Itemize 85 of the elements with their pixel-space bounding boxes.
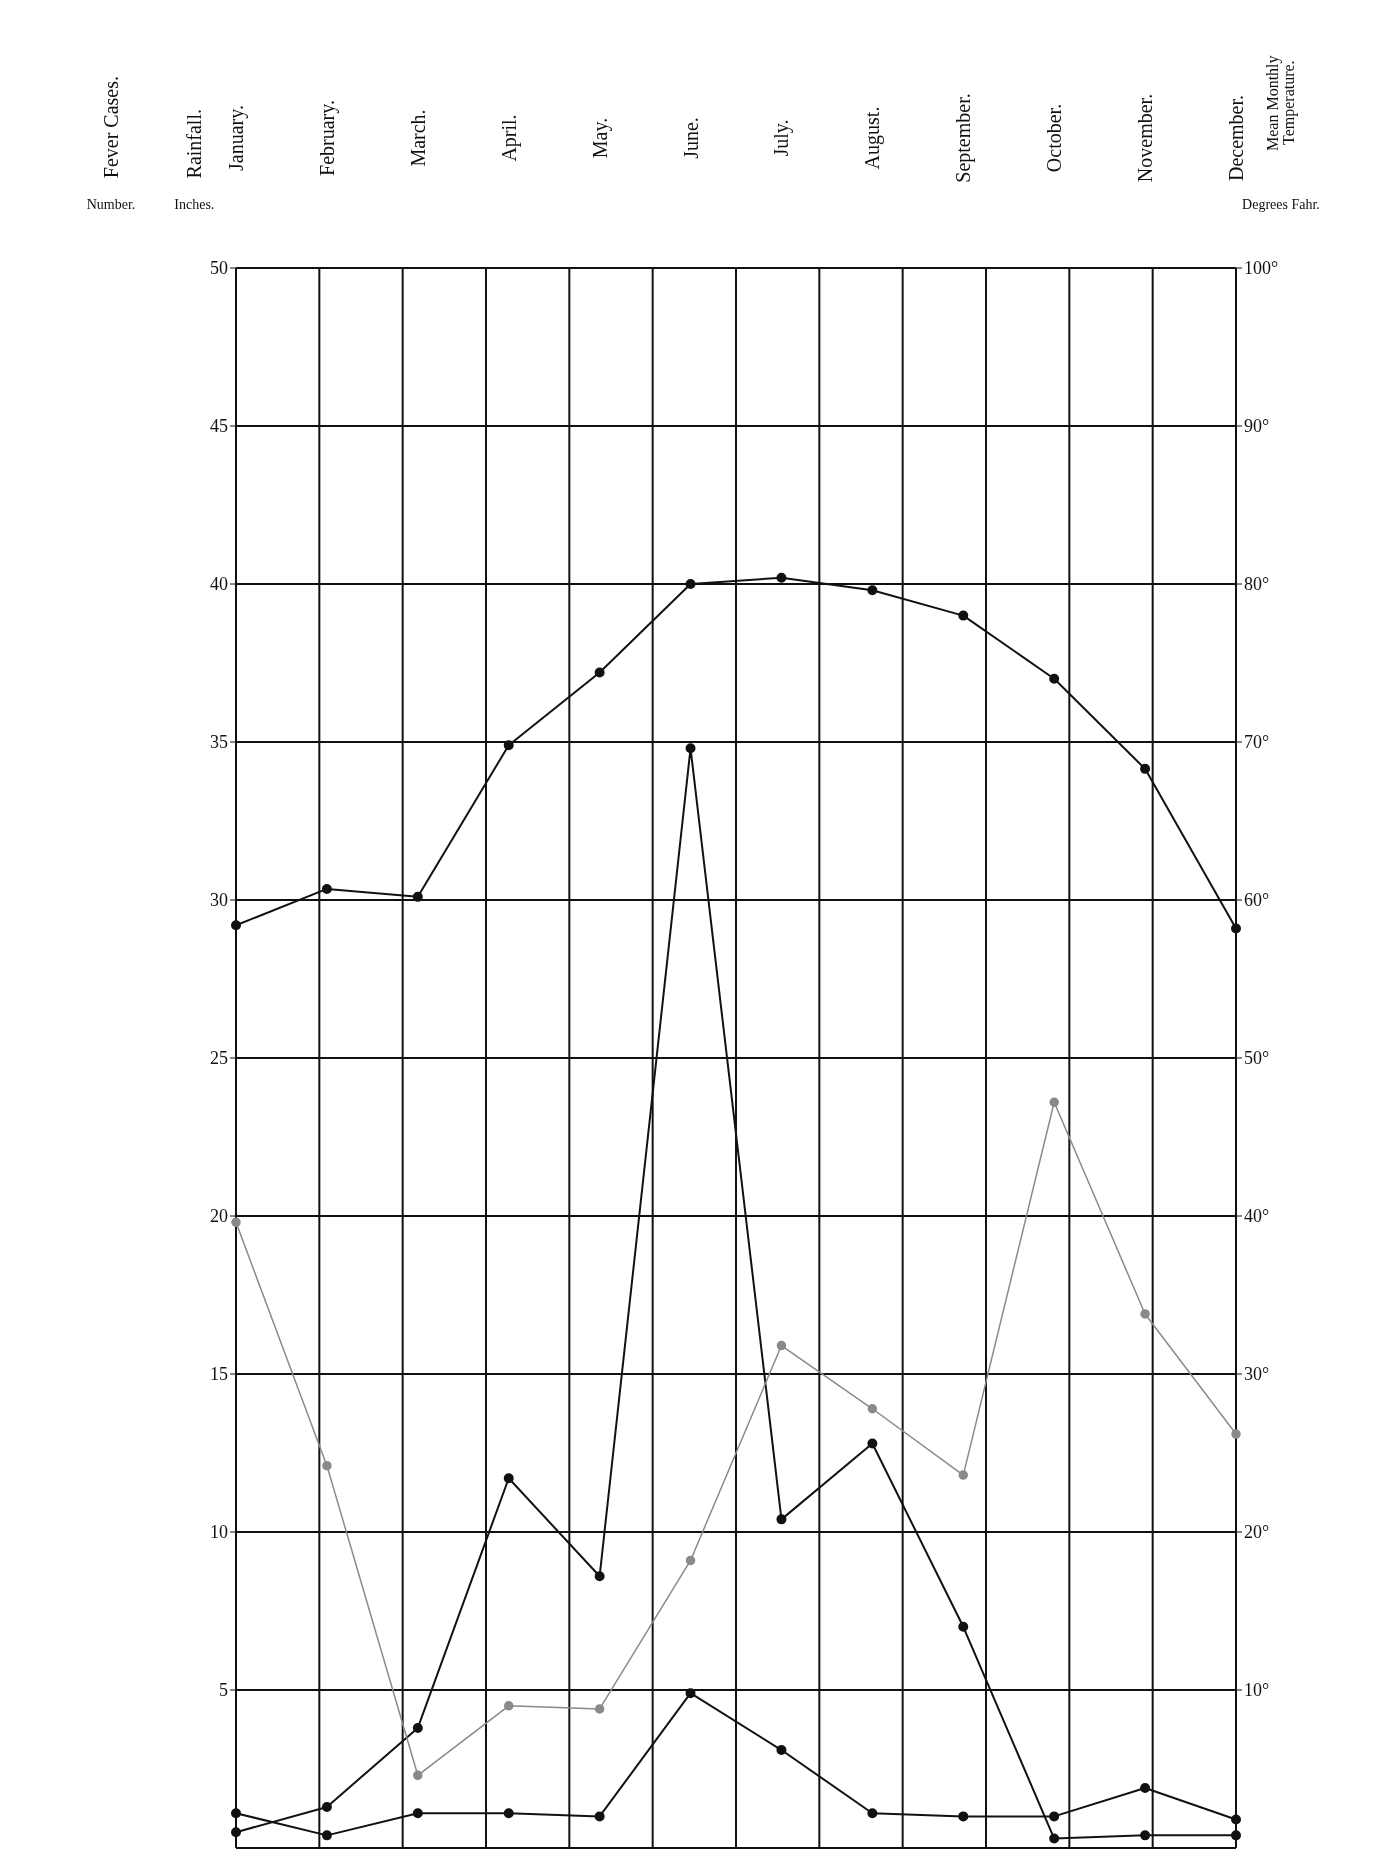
y2-tick-label: 40° (1244, 1206, 1270, 1227)
point (1231, 1830, 1241, 1841)
y2-tick-label: 50° (1244, 1048, 1270, 1069)
y2-tick-label: 90° (1244, 416, 1270, 437)
y-tick-label: 5 (219, 1680, 228, 1701)
point (231, 920, 241, 931)
y-tick-label: 40 (210, 574, 228, 595)
point (594, 667, 605, 678)
point (412, 1722, 423, 1733)
point (685, 579, 696, 589)
x-tick-label: April. (497, 114, 521, 162)
text: Inches. (173, 197, 216, 212)
x-tick-label: January. (225, 105, 248, 171)
y2-tick-label: 10° (1244, 1680, 1270, 1701)
point (321, 1830, 332, 1841)
point (321, 883, 332, 894)
point (1049, 673, 1060, 684)
text: Mean Monthly Temperature. (1264, 54, 1297, 153)
x-tick-label: July. (770, 119, 794, 157)
y-tick-label: 30 (210, 890, 228, 911)
x-tick-label: March. (406, 109, 429, 167)
point (685, 1555, 696, 1566)
point (1140, 763, 1151, 774)
x-tick-label: June. (679, 117, 702, 159)
y2-tick-label: 60° (1244, 890, 1270, 911)
point (867, 1438, 878, 1449)
point (412, 1808, 423, 1819)
point (231, 1808, 241, 1819)
x-tick-label: August. (861, 106, 885, 170)
x-tick-label: December. (1225, 94, 1247, 182)
point (1140, 1830, 1151, 1841)
point (413, 1770, 423, 1781)
point (503, 1701, 514, 1711)
point (958, 1811, 969, 1822)
point (685, 743, 696, 754)
point (594, 1571, 605, 1582)
point (776, 1745, 787, 1756)
x-tick-label: May. (588, 117, 612, 159)
y2-tick-label: 100° (1244, 258, 1279, 279)
point (867, 1808, 878, 1819)
point (503, 740, 514, 751)
y2-tick-label: 30° (1244, 1364, 1270, 1385)
x-tick-label: February. (315, 100, 339, 176)
point (231, 1827, 241, 1838)
y-tick-label: 50 (210, 258, 228, 279)
point (867, 585, 878, 596)
y2-tick-label: 70° (1244, 732, 1270, 753)
point (776, 1340, 787, 1351)
point (776, 572, 787, 583)
point (685, 1688, 696, 1699)
point (321, 1801, 332, 1812)
y2-tick-label: 80° (1244, 574, 1270, 595)
point (776, 1514, 787, 1525)
point (503, 1473, 514, 1484)
text: Degrees Fahr. (1241, 197, 1321, 212)
y-tick-label: 15 (210, 1364, 228, 1385)
point (1140, 1309, 1150, 1319)
y-tick-label: 45 (210, 416, 228, 437)
x-tick-label: September. (952, 93, 976, 183)
point (1140, 1782, 1151, 1793)
y-tick-label: 10 (210, 1522, 228, 1543)
y2-tick-label: 20° (1244, 1522, 1270, 1543)
y-axis-title: Fever Cases. (100, 75, 122, 178)
x-tick-label: October. (1043, 103, 1066, 173)
point (322, 1460, 332, 1471)
y-tick-label: 35 (210, 732, 228, 753)
point (1231, 1429, 1241, 1439)
point (1049, 1097, 1059, 1107)
point (958, 1621, 969, 1632)
x-tick-label: November. (1134, 93, 1157, 183)
point (1231, 923, 1241, 934)
point (503, 1808, 514, 1819)
text: Rainfall. (183, 108, 206, 178)
y-tick-label: 20 (210, 1206, 228, 1227)
point (1049, 1811, 1060, 1822)
point (1231, 1814, 1241, 1825)
point (1049, 1833, 1060, 1844)
point (867, 1404, 878, 1414)
text: Number. (85, 197, 137, 212)
point (412, 891, 423, 902)
point (958, 610, 969, 621)
point (594, 1811, 605, 1822)
y-tick-label: 25 (210, 1048, 228, 1069)
point (958, 1470, 969, 1480)
point (594, 1704, 605, 1714)
